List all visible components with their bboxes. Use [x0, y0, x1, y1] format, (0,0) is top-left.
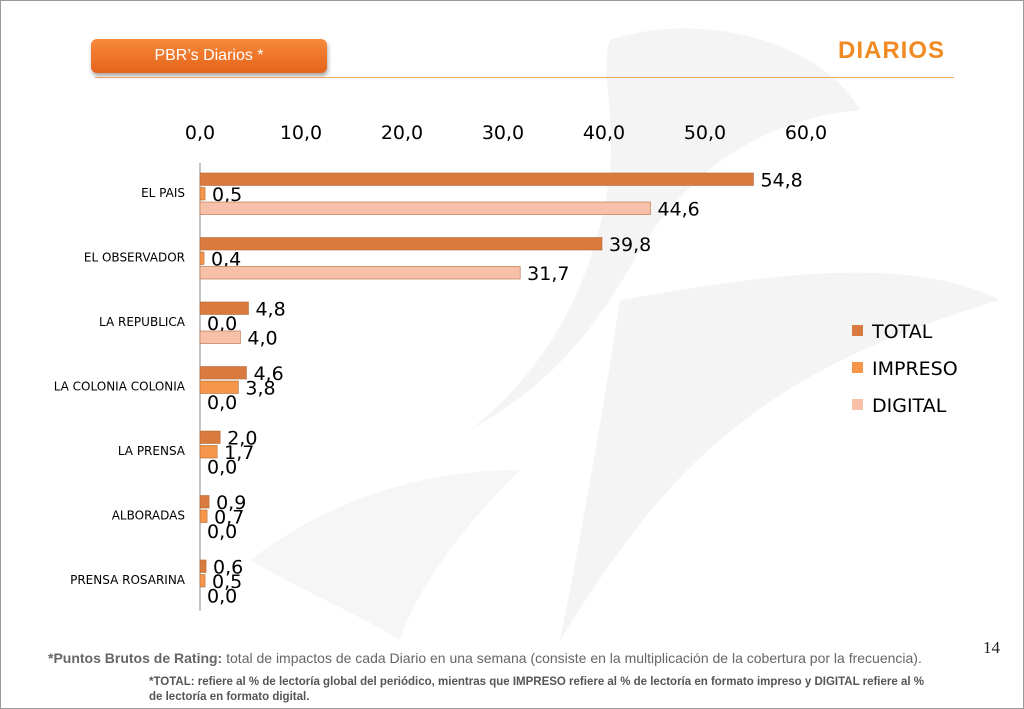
data-label: 0,0 — [207, 585, 237, 607]
legend-swatch-total — [852, 325, 863, 336]
bar-impreso — [199, 187, 206, 201]
category-label: LA COLONIA COLONIA — [54, 380, 186, 394]
bar-total — [199, 366, 247, 380]
bar-impreso — [199, 251, 205, 265]
bar-digital — [199, 266, 521, 280]
bar-impreso — [199, 445, 218, 459]
footnote-main: *Puntos Brutos de Rating: total de impac… — [48, 649, 958, 667]
data-label: 0,5 — [212, 571, 242, 593]
x-tick-label: 10,0 — [280, 122, 322, 144]
category-label: LA REPUBLICA — [99, 315, 186, 329]
page-number: 14 — [983, 638, 1000, 657]
data-label: 2,0 — [227, 427, 257, 449]
category-label: EL OBSERVADOR — [84, 251, 185, 265]
footnote-term: *Puntos Brutos de Rating: — [48, 650, 223, 666]
bar-total — [199, 430, 221, 444]
legend-swatch-digital — [852, 399, 863, 410]
data-label: 0,7 — [214, 506, 244, 528]
data-label: 1,7 — [224, 442, 254, 464]
x-tick-label: 60,0 — [785, 122, 827, 144]
category-label: LA PRENSA — [118, 444, 186, 458]
footnote-secondary: *TOTAL: refiere al % de lectoría global … — [149, 676, 924, 703]
bar-impreso — [199, 509, 208, 523]
category-label: PRENSA ROSARINA — [70, 573, 186, 587]
data-label: 54,8 — [760, 169, 802, 191]
x-tick-label: 30,0 — [482, 122, 524, 144]
legend-label: IMPRESO — [872, 358, 958, 380]
bar-total — [199, 237, 603, 251]
data-label: 0,4 — [211, 248, 241, 270]
title-divider — [95, 77, 954, 78]
bar-total — [199, 172, 754, 186]
page-title: DIARIOS — [837, 37, 945, 64]
data-label: 4,0 — [247, 327, 277, 349]
data-label: 3,8 — [245, 377, 275, 399]
bar-impreso — [199, 574, 206, 588]
section-button[interactable]: PBR’s Diarios * — [91, 39, 327, 73]
bar-impreso — [199, 380, 239, 394]
bar-total — [199, 559, 207, 573]
data-label: 0,9 — [216, 492, 246, 514]
data-label: 0,6 — [213, 556, 243, 578]
data-label: 0,0 — [207, 521, 237, 543]
bar-digital — [199, 330, 241, 344]
data-label: 4,8 — [255, 298, 285, 320]
data-label: 4,6 — [253, 363, 283, 385]
data-label: 0,5 — [212, 184, 242, 206]
bar-total — [199, 301, 249, 315]
category-label: EL PAIS — [141, 186, 185, 200]
data-label: 39,8 — [609, 234, 651, 256]
x-tick-label: 50,0 — [684, 122, 726, 144]
bar-digital — [199, 201, 651, 215]
legend-label: DIGITAL — [872, 395, 947, 417]
data-label: 44,6 — [657, 198, 699, 220]
data-label: 0,0 — [207, 313, 237, 335]
data-label: 0,0 — [207, 392, 237, 414]
footnote-definition: total de impactos de cada Diario en una … — [222, 650, 922, 666]
x-tick-label: 40,0 — [583, 122, 625, 144]
legend-label: TOTAL — [871, 321, 933, 343]
x-tick-label: 20,0 — [381, 122, 423, 144]
bar-total — [199, 495, 210, 509]
legend-swatch-impreso — [852, 362, 863, 373]
category-label: ALBORADAS — [112, 509, 185, 523]
x-tick-label: 0,0 — [185, 122, 215, 144]
data-label: 0,0 — [207, 456, 237, 478]
data-label: 31,7 — [527, 263, 569, 285]
